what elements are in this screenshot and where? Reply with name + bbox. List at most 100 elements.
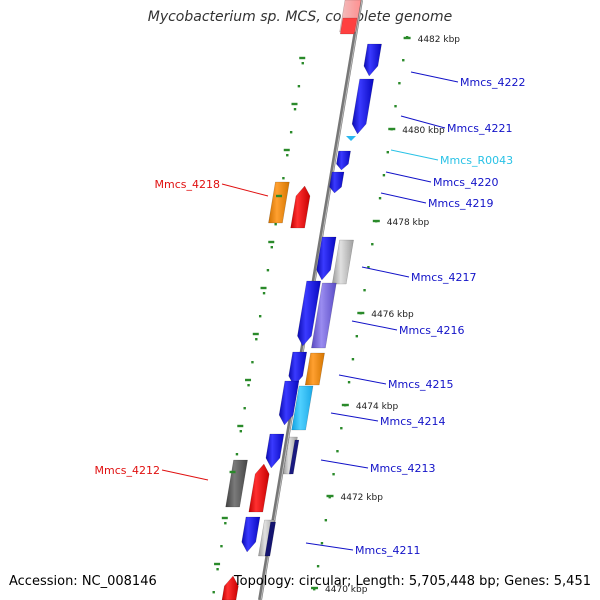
guide-dot-outer-left (297, 85, 301, 88)
guide-dot-outer-right (363, 289, 366, 292)
feature-cyan-4214 (291, 385, 314, 431)
gene-label: Mmcs_4218 (155, 178, 220, 191)
accession-text: Accession: NC_008146 (9, 574, 157, 589)
guide-dot-outer-left (270, 246, 273, 249)
feature-grey-4217 (331, 239, 354, 285)
minor-tick-left (221, 516, 228, 520)
leader-line (400, 115, 446, 129)
guide-dot-outer-left (235, 453, 239, 456)
guide-dot-outer-right (340, 427, 343, 430)
guide-dot-outer-right (394, 105, 397, 108)
guide-dot-outer-left (220, 545, 223, 548)
minor-tick-left (268, 240, 275, 244)
guide-dot-outer-left (286, 154, 289, 157)
gene-label: Mmcs_4215 (388, 378, 453, 391)
leader-line (338, 374, 387, 385)
guide-dot-outer-right (386, 151, 389, 154)
guide-dot-outer-right (378, 197, 382, 200)
gene-label: Mmcs_4217 (411, 271, 476, 284)
minor-tick-left (229, 470, 236, 474)
guide-dot-outer-left (293, 108, 297, 111)
gene-features (221, 0, 382, 600)
guide-dot-outer-right (347, 381, 351, 384)
minor-tick-left (237, 424, 244, 428)
leader-line (380, 192, 427, 204)
gene-mmcs-4217 (316, 236, 337, 281)
gene-mmcs-4216 (297, 280, 321, 347)
guide-dot-outer-left (239, 430, 243, 433)
minor-tick-left (291, 102, 298, 106)
gene-label: Mmcs_4219 (428, 197, 493, 210)
guide-dot-outer-right (402, 59, 405, 62)
leader-line (385, 171, 432, 183)
guide-dot-outer-right (316, 565, 320, 568)
gene-label: Mmcs_4222 (460, 76, 525, 89)
feature-top-red (339, 17, 358, 35)
guide-dot-outer-right (324, 519, 328, 522)
leader-line (351, 320, 398, 331)
gene-mmcs-4213 (265, 433, 285, 469)
gene-labels: Mmcs_4222 Mmcs_4221 Mmcs_R0043 Mmcs_4220 Mmc… (95, 71, 525, 557)
guide-dot-outer-left (258, 315, 262, 318)
guide-dot-outer-left (216, 568, 219, 571)
guide-dot-outer-right (332, 473, 335, 476)
genome-title: Mycobacterium sp. MCS, complete genome (147, 9, 453, 25)
minor-tick-left (214, 562, 221, 566)
leader-line (221, 183, 269, 197)
gene-label: Mmcs_4221 (447, 122, 512, 135)
leader-line (305, 542, 354, 551)
tick-label: 4472 kbp (341, 493, 384, 503)
gene-mmcs-4221 (351, 78, 374, 135)
tick-mark (357, 311, 365, 315)
leader-line (320, 459, 369, 469)
tick-label: 4474 kbp (356, 402, 399, 412)
guide-dot-outer-right (398, 82, 401, 85)
tick-label: 4480 kbp (402, 126, 445, 136)
gene-label: Mmcs_4220 (433, 176, 498, 189)
minor-tick-left (283, 148, 290, 152)
gene-mmcs-4219 (329, 171, 345, 194)
gene-label: Mmcs_4212 (95, 464, 160, 477)
leader-line (390, 149, 439, 161)
guide-dot-outer-right (320, 542, 324, 545)
guide-dot-outer-right (371, 243, 374, 246)
minor-tick-left (276, 194, 283, 198)
guide-dot-outer-left (243, 407, 246, 410)
gene-mmcs-4222 (363, 43, 382, 77)
guide-dot-outer-right (355, 335, 359, 338)
minor-tick-left (299, 56, 306, 60)
guide-dot-outer-right (382, 174, 386, 177)
tick-label: 4482 kbp (418, 35, 461, 45)
guide-dot-outer-left (274, 223, 277, 226)
guide-dot-outer-right (328, 496, 331, 499)
genome-summary-text: Topology: circular; Length: 5,705,448 bp… (233, 574, 591, 589)
gene-mmcs-4212 (248, 463, 270, 513)
guide-dot-outer-right (367, 266, 370, 269)
gene-label: Mmcs_4214 (380, 415, 445, 428)
guide-dot-outer-left (212, 591, 215, 594)
rna-mmcs-r0043 (346, 136, 356, 141)
guide-dot-outer-right (351, 358, 355, 361)
feature-navy-4211 (264, 521, 276, 557)
tick-label: 4478 kbp (387, 218, 430, 228)
guide-dot-outer-left (251, 361, 254, 364)
tick-label: 4470 kbp (325, 585, 368, 595)
tick-mark (372, 219, 380, 223)
gene-label: Mmcs_4211 (355, 544, 420, 557)
gene-label: Mmcs_R0043 (440, 154, 513, 167)
guide-dot-outer-left (247, 384, 250, 387)
gene-label: Mmcs_4216 (399, 324, 464, 337)
guide-dot-outer-left (262, 292, 266, 295)
tick-label: 4476 kbp (371, 310, 414, 320)
leader-line (361, 266, 410, 278)
feature-navy-4213 (288, 439, 300, 475)
minor-tick-left (260, 286, 267, 290)
tick-mark (326, 494, 334, 498)
feature-darkgrey-4212 (225, 459, 248, 508)
guide-dot-outer-left (224, 522, 227, 525)
tick-mark (388, 127, 396, 131)
gene-mmcs-4220 (336, 150, 351, 171)
feature-orange-4215 (304, 352, 325, 386)
leader-line (330, 412, 379, 422)
